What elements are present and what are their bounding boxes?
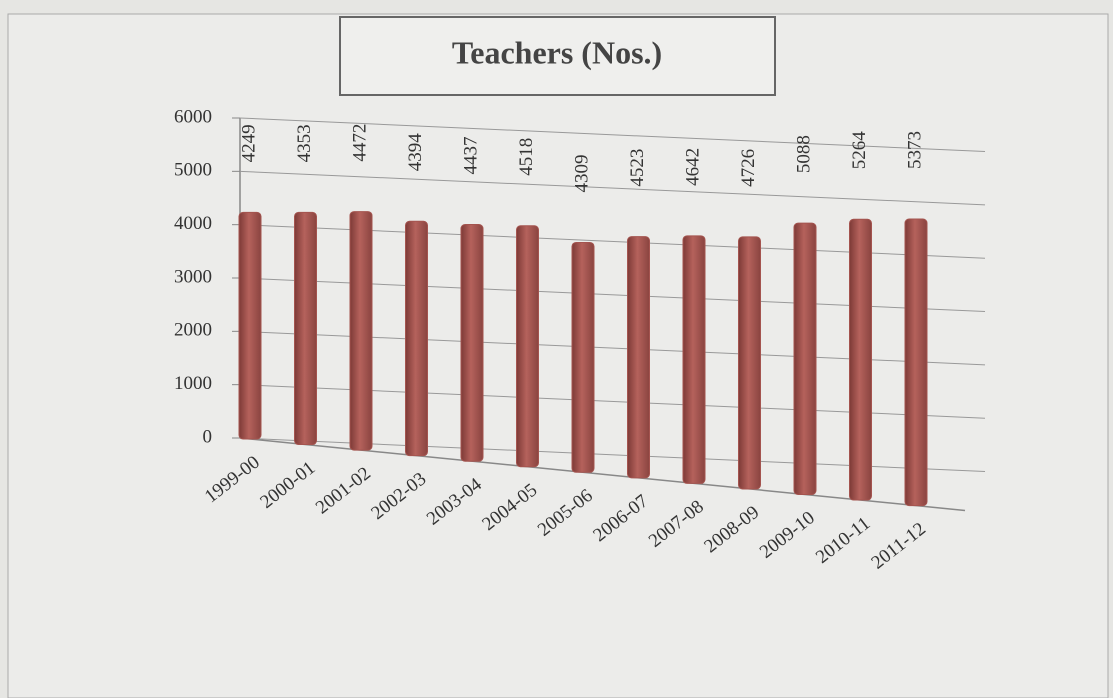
y-tick-label: 2000 <box>174 320 212 341</box>
grid-line <box>239 170 986 206</box>
value-label: 4437 <box>460 137 481 175</box>
title-box <box>339 16 776 96</box>
bar <box>349 211 373 451</box>
y-tick-label: 0 <box>203 426 213 447</box>
y-tick-label: 4000 <box>174 213 212 234</box>
value-label: 4472 <box>349 124 370 162</box>
bar <box>405 220 428 457</box>
bar <box>516 225 539 468</box>
value-label: 4726 <box>738 149 759 187</box>
value-label: 5264 <box>849 131 870 170</box>
grid-line <box>239 117 986 153</box>
bar <box>294 211 317 446</box>
value-label: 4394 <box>405 133 426 172</box>
chart-title: Teachers (Nos.) <box>452 34 662 70</box>
bar <box>627 236 650 479</box>
bar <box>904 218 928 507</box>
value-label: 5088 <box>793 135 814 173</box>
value-label: 5373 <box>904 131 925 169</box>
bar <box>238 211 262 440</box>
y-tick-label: 5000 <box>174 160 212 181</box>
y-tick-label: 1000 <box>174 373 212 394</box>
value-label: 4309 <box>571 154 592 192</box>
bar <box>682 235 706 484</box>
bar <box>571 241 595 473</box>
bar <box>460 224 484 462</box>
value-label: 4353 <box>294 124 315 162</box>
y-tick-label: 3000 <box>174 266 212 287</box>
bar <box>738 236 761 490</box>
value-label: 4642 <box>682 148 703 186</box>
bar <box>793 222 817 495</box>
chart-area <box>7 13 1109 698</box>
y-tick-label: 6000 <box>174 106 212 127</box>
value-label: 4523 <box>627 149 648 187</box>
value-label: 4518 <box>516 138 537 176</box>
value-label: 4249 <box>238 124 259 162</box>
bar <box>849 218 872 501</box>
